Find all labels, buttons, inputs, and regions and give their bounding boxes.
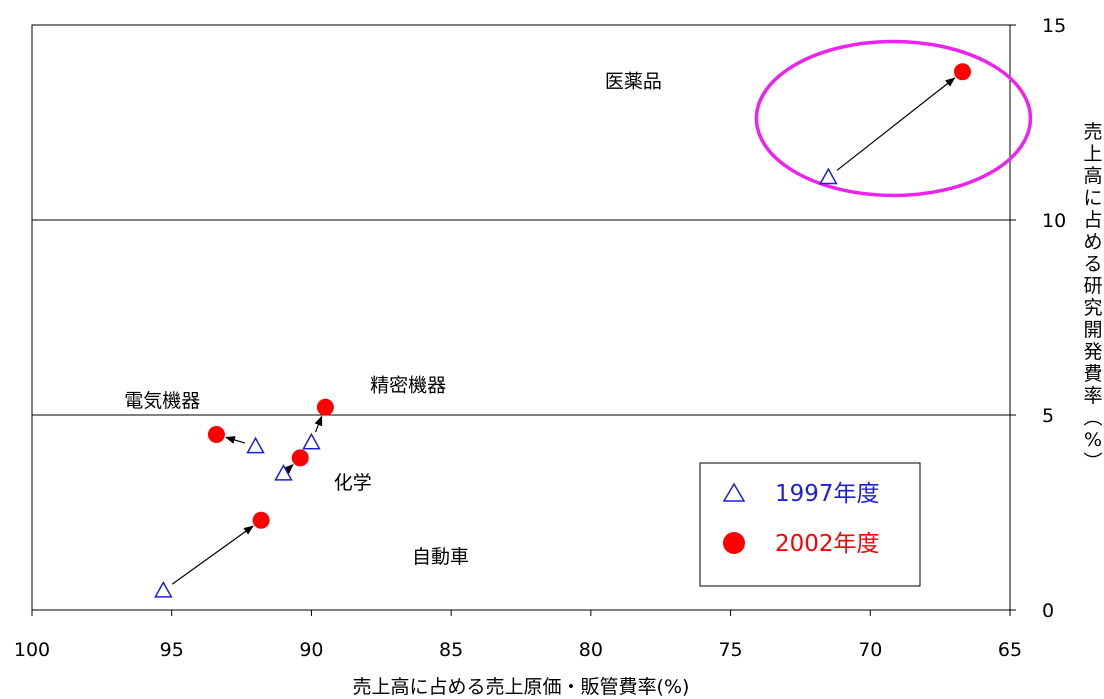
- category-label-3: 電気機器: [124, 390, 200, 412]
- change-arrow-3: [225, 436, 246, 444]
- change-arrows: [171, 77, 956, 585]
- point-1997-3: [246, 436, 265, 454]
- x-tick-label-1: 95: [160, 639, 184, 661]
- point-1997-1: [302, 432, 321, 450]
- point-1997-2: [274, 463, 293, 481]
- category-label-2: 化学: [334, 472, 372, 494]
- category-label-0: 医薬品: [605, 70, 662, 92]
- y-tick-label-2: 10: [1042, 210, 1066, 232]
- gridlines: [32, 219, 1010, 416]
- point-2002-0: [953, 63, 971, 81]
- legend-marker-2002: [723, 532, 745, 554]
- y-tick-label-3: 15: [1042, 15, 1066, 37]
- x-tick-label-2: 90: [299, 639, 323, 661]
- legend-box: [699, 462, 921, 587]
- category-label-1: 精密機器: [370, 375, 446, 397]
- y-axis-title-char: 究: [1083, 297, 1102, 319]
- y-axis-title-char: 率: [1083, 385, 1102, 407]
- y-axis-title-char: に: [1083, 187, 1102, 209]
- x-tick-label-5: 75: [718, 639, 742, 661]
- change-arrow-2: [283, 464, 294, 474]
- x-tick-label-6: 70: [858, 639, 882, 661]
- point-2002-4: [252, 511, 270, 529]
- legend-marker-1997: [722, 482, 746, 502]
- y-axis-title-char: 占: [1083, 209, 1102, 231]
- point-2002-1: [316, 398, 334, 416]
- x-axis-ticks: 100 95 90 85 80 75 70 65: [14, 609, 1022, 661]
- change-arrow-4: [171, 525, 254, 585]
- y-axis-title-char: （: [1081, 407, 1103, 426]
- y-axis-title-char: 発: [1083, 341, 1102, 363]
- legend: 1997年度 2002年度: [699, 462, 921, 587]
- y-axis-title-char: %: [1084, 429, 1102, 451]
- point-1997-0: [819, 167, 838, 185]
- y-axis-title-char: め: [1083, 231, 1102, 253]
- legend-label-1997: 1997年度: [775, 481, 880, 507]
- y-axis-title-char: 開: [1083, 319, 1102, 341]
- y-axis-title-char: る: [1083, 253, 1102, 275]
- x-tick-label-0: 100: [14, 639, 50, 661]
- y-axis-title-char: 上: [1083, 143, 1102, 165]
- highlight-ellipse: [754, 39, 1033, 198]
- y-tick-label-1: 5: [1042, 405, 1054, 427]
- y-axis-title-char: 高: [1083, 165, 1102, 187]
- y-axis-title-char: 費: [1083, 363, 1102, 385]
- y-axis-ticks: 0 5 10 15: [1009, 15, 1066, 622]
- y-axis-title-char: ）: [1081, 451, 1103, 470]
- y-axis-title-char: 研: [1083, 275, 1102, 297]
- change-arrow-0: [836, 77, 956, 171]
- category-label-4: 自動車: [412, 546, 469, 568]
- point-1997-4: [154, 580, 173, 598]
- data-points: [154, 63, 971, 598]
- x-tick-label-7: 65: [998, 639, 1022, 661]
- change-arrow-1: [314, 415, 323, 433]
- legend-label-2002: 2002年度: [775, 531, 880, 557]
- y-axis-title-char: 売: [1083, 121, 1102, 143]
- x-tick-label-3: 85: [439, 639, 463, 661]
- x-axis-title: 売上高に占める売上原価・販管費率(%): [353, 676, 690, 698]
- point-2002-2: [291, 449, 309, 467]
- x-tick-label-4: 80: [579, 639, 603, 661]
- y-tick-label-0: 0: [1042, 600, 1054, 622]
- point-2002-3: [207, 426, 225, 443]
- highlight-layer: [754, 39, 1033, 198]
